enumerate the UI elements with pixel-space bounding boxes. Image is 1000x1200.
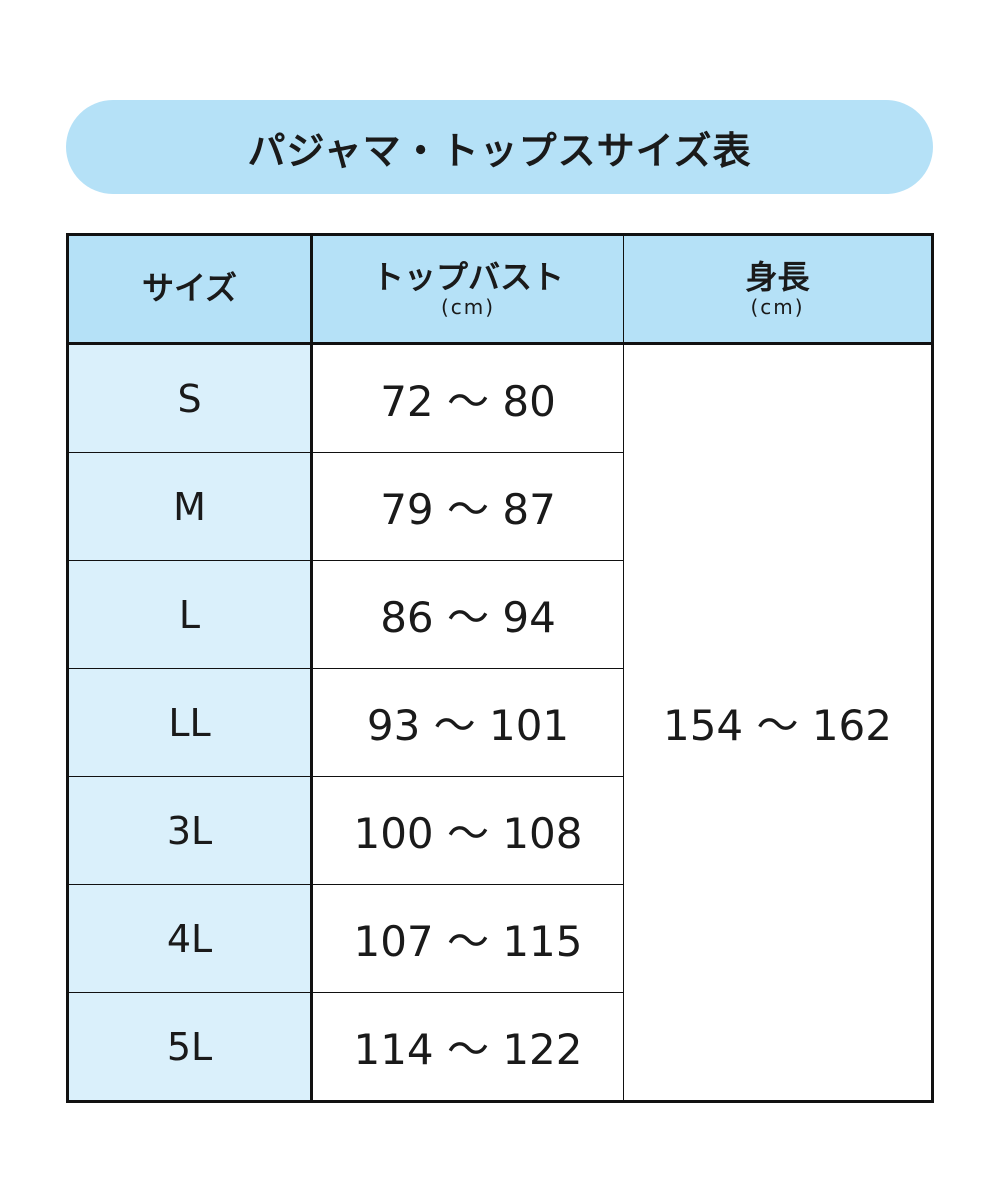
table-row: 4L 107 〜 115 (67, 884, 933, 993)
bust-cell: 107 〜 115 (311, 884, 624, 993)
bust-cell: 72 〜 80 (311, 343, 624, 453)
bust-cell: 79 〜 87 (311, 452, 624, 561)
header-size: サイズ (67, 234, 313, 345)
header-bust: トップバスト (cm) (311, 234, 624, 345)
table-row: 3L 100 〜 108 (67, 776, 933, 885)
header-bust-label: トップバスト (371, 258, 564, 297)
bust-cell: 93 〜 101 (311, 668, 624, 777)
size-cell: S (67, 343, 313, 453)
size-cell: 3L (67, 776, 313, 885)
size-cell: 4L (67, 884, 313, 993)
size-cell: 5L (67, 992, 313, 1102)
size-cell: LL (67, 668, 313, 777)
size-cell: L (67, 560, 313, 669)
table-row: LL 93 〜 101 (67, 668, 933, 777)
table-row: M 79 〜 87 (67, 452, 933, 561)
table-row: 5L 114 〜 122 (67, 992, 933, 1102)
page-title: パジャマ・トップスサイズ表 (66, 100, 933, 194)
header-size-label: サイズ (141, 269, 238, 308)
size-cell: M (67, 452, 313, 561)
table-row: L 86 〜 94 (67, 560, 933, 669)
bust-cell: 86 〜 94 (311, 560, 624, 669)
header-height-unit: (cm) (750, 294, 805, 319)
table-header-row: サイズ トップバスト (cm) 身長 (cm) (67, 234, 933, 345)
size-table: サイズ トップバスト (cm) 身長 (cm) S 72 〜 80 154 〜 162 M… (66, 233, 934, 1103)
header-bust-unit: (cm) (440, 294, 496, 319)
height-cell: 154 〜 162 (623, 343, 933, 1102)
bust-cell: 114 〜 122 (311, 992, 624, 1102)
header-height-label: 身長 (745, 258, 810, 297)
bust-cell: 100 〜 108 (311, 776, 624, 885)
table-row: S 72 〜 80 154 〜 162 (67, 343, 933, 1102)
header-height: 身長 (cm) (623, 234, 933, 345)
